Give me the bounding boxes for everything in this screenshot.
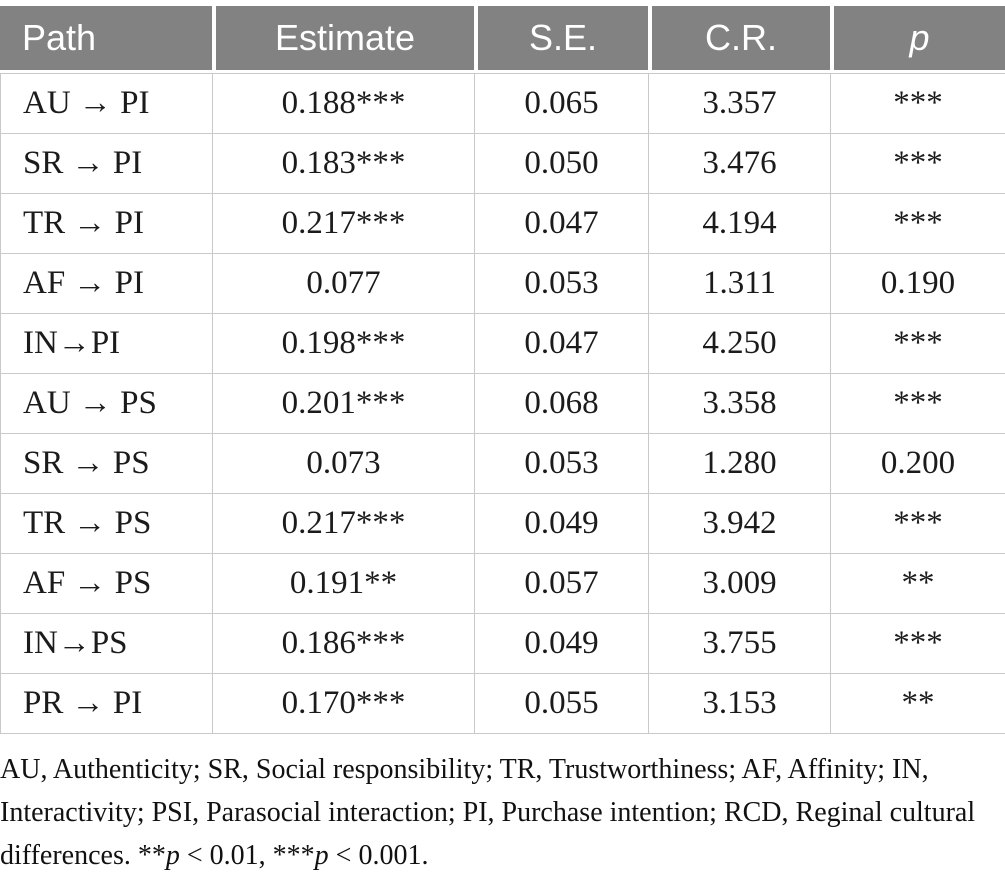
path-cell: TR → PS <box>0 493 213 554</box>
se-cell: 0.047 <box>474 313 649 374</box>
path-cell: SR → PI <box>0 133 213 194</box>
cr-cell: 1.280 <box>648 433 831 494</box>
table-row: PR → PI 0.170*** 0.055 3.153 ** <box>0 673 1005 734</box>
cr-cell: 3.358 <box>648 373 831 434</box>
p-cell: 0.200 <box>830 433 1005 494</box>
se-cell: 0.047 <box>474 193 649 254</box>
se-cell: 0.068 <box>474 373 649 434</box>
cr-cell: 3.942 <box>648 493 831 554</box>
se-cell: 0.049 <box>474 493 649 554</box>
p-cell: *** <box>830 373 1005 434</box>
footnote-p-italic: p <box>314 840 329 871</box>
se-cell: 0.065 <box>474 73 649 134</box>
header-estimate: Estimate <box>212 6 474 70</box>
se-cell: 0.057 <box>474 553 649 614</box>
path-cell: AF → PI <box>0 253 213 314</box>
se-cell: 0.055 <box>474 673 649 734</box>
p-cell: *** <box>830 73 1005 134</box>
path-cell: AF → PS <box>0 553 213 614</box>
cr-cell: 1.311 <box>648 253 831 314</box>
path-analysis-table: AU → PI 0.188*** 0.065 3.357 *** SR → PI… <box>0 73 1005 734</box>
estimate-cell: 0.198*** <box>212 313 475 374</box>
estimate-cell: 0.188*** <box>212 73 475 134</box>
cr-cell: 3.009 <box>648 553 831 614</box>
table-footnote: AU, Authenticity; SR, Social responsibil… <box>0 748 1005 877</box>
footnote-line-3: differences. **p < 0.01, ***p < 0.001. <box>0 834 1005 877</box>
footnote-p-italic: p <box>165 840 180 871</box>
p-cell: *** <box>830 193 1005 254</box>
p-cell: *** <box>830 133 1005 194</box>
cr-cell: 3.153 <box>648 673 831 734</box>
table-row: AF → PI 0.077 0.053 1.311 0.190 <box>0 253 1005 314</box>
estimate-cell: 0.077 <box>212 253 475 314</box>
cr-cell: 3.476 <box>648 133 831 194</box>
estimate-cell: 0.170*** <box>212 673 475 734</box>
path-cell: IN→PS <box>0 613 213 674</box>
estimate-cell: 0.201*** <box>212 373 475 434</box>
estimate-cell: 0.186*** <box>212 613 475 674</box>
table-row: AU → PI 0.188*** 0.065 3.357 *** <box>0 73 1005 134</box>
path-cell: AU → PS <box>0 373 213 434</box>
p-cell: *** <box>830 613 1005 674</box>
table-row: TR → PI 0.217*** 0.047 4.194 *** <box>0 193 1005 254</box>
header-p: p <box>830 6 1005 70</box>
p-cell: *** <box>830 313 1005 374</box>
table-header-row: Path Estimate S.E. C.R. p <box>0 6 1005 70</box>
header-se: S.E. <box>474 6 648 70</box>
estimate-cell: 0.183*** <box>212 133 475 194</box>
table-row: SR → PI 0.183*** 0.050 3.476 *** <box>0 133 1005 194</box>
table-row: IN→PI 0.198*** 0.047 4.250 *** <box>0 313 1005 374</box>
estimate-cell: 0.191** <box>212 553 475 614</box>
footnote-text-segment: differences. ** <box>0 840 166 871</box>
table-row: AF → PS 0.191** 0.057 3.009 ** <box>0 553 1005 614</box>
footnote-line-2: Interactivity; PSI, Parasocial interacti… <box>0 797 976 828</box>
header-cr: C.R. <box>648 6 830 70</box>
header-path: Path <box>0 6 212 70</box>
cr-cell: 3.357 <box>648 73 831 134</box>
se-cell: 0.053 <box>474 433 649 494</box>
p-cell: ** <box>830 553 1005 614</box>
estimate-cell: 0.217*** <box>212 193 475 254</box>
cr-cell: 4.250 <box>648 313 831 374</box>
se-cell: 0.053 <box>474 253 649 314</box>
p-cell: ** <box>830 673 1005 734</box>
p-cell: *** <box>830 493 1005 554</box>
estimate-cell: 0.217*** <box>212 493 475 554</box>
table-row: IN→PS 0.186*** 0.049 3.755 *** <box>0 613 1005 674</box>
cr-cell: 4.194 <box>648 193 831 254</box>
path-cell: SR → PS <box>0 433 213 494</box>
footnote-line-1: AU, Authenticity; SR, Social responsibil… <box>0 754 929 785</box>
path-cell: AU → PI <box>0 73 213 134</box>
path-cell: PR → PI <box>0 673 213 734</box>
footnote-text-segment: < 0.01, *** <box>179 840 315 871</box>
table-row: SR → PS 0.073 0.053 1.280 0.200 <box>0 433 1005 494</box>
cr-cell: 3.755 <box>648 613 831 674</box>
se-cell: 0.050 <box>474 133 649 194</box>
footnote-text-segment: < 0.001. <box>328 840 429 871</box>
path-cell: TR → PI <box>0 193 213 254</box>
se-cell: 0.049 <box>474 613 649 674</box>
estimate-cell: 0.073 <box>212 433 475 494</box>
p-cell: 0.190 <box>830 253 1005 314</box>
table-row: AU → PS 0.201*** 0.068 3.358 *** <box>0 373 1005 434</box>
table-row: TR → PS 0.217*** 0.049 3.942 *** <box>0 493 1005 554</box>
path-cell: IN→PI <box>0 313 213 374</box>
